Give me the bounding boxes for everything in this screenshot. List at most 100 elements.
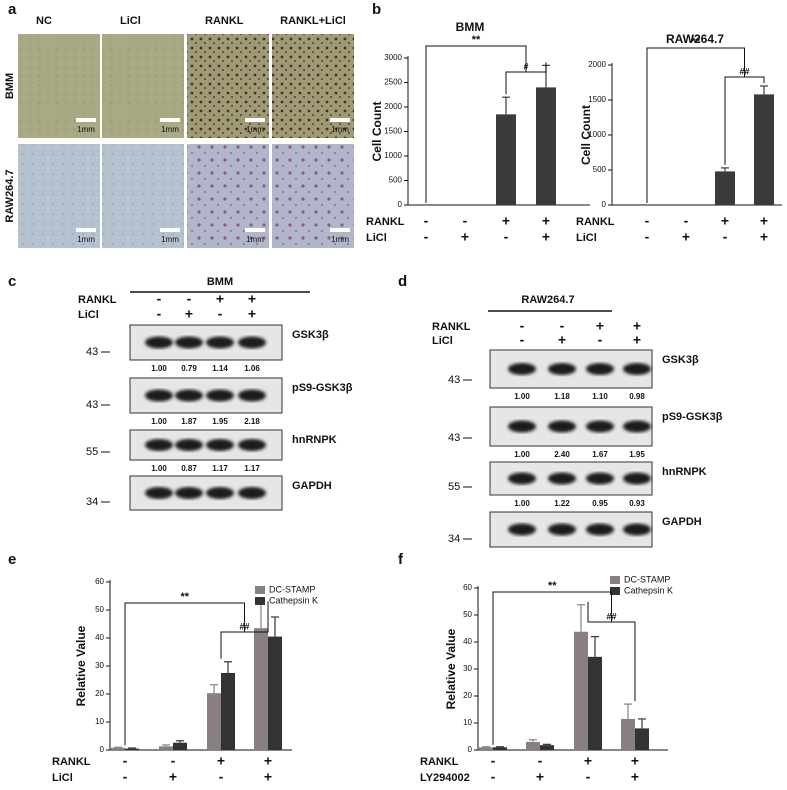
blot-band [238,487,266,499]
bar [540,745,554,750]
significance-bracket [220,601,269,659]
treatment-sign: + [264,753,272,769]
treatment-sign: - [598,332,603,348]
mw-marker: 43 [448,432,460,444]
y-tick-label: 30 [463,664,472,673]
band-quant: 0.93 [629,499,645,508]
treatment-name: RANKL [420,756,459,768]
bar [254,628,268,750]
blot-band [586,523,614,536]
blot-band [508,420,536,433]
bar [111,747,125,750]
treatment-sign: - [645,229,650,245]
treatment-sign: + [721,213,729,229]
band-quant: 1.10 [592,392,608,401]
blot-band [145,439,173,451]
blot-band [206,336,234,349]
band-name: GSK3β [662,354,699,366]
bar [574,631,588,750]
y-tick-label: 1000 [588,130,606,139]
mw-marker: 43 [86,399,98,411]
legend-label: Cathepsin K [624,585,673,595]
y-tick-label: 3000 [384,53,402,62]
significance-bracket [505,62,547,95]
band-quant: 1.95 [629,450,645,459]
significance-label: ** [691,36,700,48]
treatment-name: RANKL [78,294,117,306]
y-axis-label: Relative Value [74,625,88,706]
treatment-name: LiCl [576,232,597,244]
significance-bracket [124,602,245,746]
treatment-sign: + [216,291,224,307]
treatment-sign: + [631,753,639,769]
band-quant: 0.95 [592,499,608,508]
scale-bar-label: 1mm [161,125,179,134]
scale-bar-label: 1mm [246,235,264,244]
treatment-sign: - [219,769,224,785]
y-tick-label: 1000 [384,151,402,160]
bar [268,636,282,750]
treatment-sign: - [504,229,509,245]
blot-title: RAW264.7 [521,294,574,306]
treatment-sign: - [520,332,525,348]
treatment-sign: - [171,753,176,769]
band-quant: 1.22 [554,499,570,508]
blot-band [206,487,234,499]
significance-bracket [646,47,745,203]
treatment-name: LiCl [366,232,387,244]
image-column-label: NC [36,15,52,27]
y-tick-label: 500 [389,176,403,185]
treatment-sign: - [491,753,496,769]
y-tick-label: 20 [95,689,104,698]
treatment-sign: - [218,306,223,322]
mw-marker: 55 [86,446,98,458]
band-quant: 1.18 [554,392,570,401]
blot-band [238,439,266,451]
band-quant: 2.40 [554,450,570,459]
y-axis-label: Cell Count [579,105,593,165]
blot-band [548,363,576,375]
blot-band [548,420,576,433]
treatment-name: RANKL [52,756,91,768]
blot-band [623,523,651,536]
band-quant: 1.00 [514,499,530,508]
micrograph [102,144,184,248]
image-column-label: RANKL+LiCl [280,15,346,27]
y-tick-label: 500 [593,165,607,174]
blot-band [175,487,203,499]
treatment-sign: - [424,229,429,245]
blot-band [586,472,614,485]
treatment-sign: + [542,229,550,245]
blot-band [206,439,234,451]
y-tick-label: 2500 [384,78,402,87]
panel-label: a [8,1,17,18]
scale-bar-label: 1mm [331,125,349,134]
blot-band [145,487,173,499]
y-tick-label: 0 [468,745,473,754]
mw-marker: 34 [448,533,460,545]
micrograph [272,144,354,248]
y-tick-label: 10 [95,717,104,726]
y-tick-label: 50 [463,610,472,619]
treatment-sign: - [157,291,162,307]
bar [715,171,735,205]
panel-label: e [8,551,16,568]
treatment-sign: - [157,306,162,322]
significance-bracket [587,601,636,702]
treatment-sign: - [491,769,496,785]
bar [207,693,221,750]
mw-marker: 43 [448,374,460,386]
band-quant: 0.87 [181,464,197,473]
band-quant: 0.79 [181,364,197,373]
treatment-name: RANKL [576,216,615,228]
significance-label: ## [606,611,616,621]
blot-band [508,363,536,375]
legend-swatch [255,597,265,605]
band-quant: 1.17 [212,464,228,473]
treatment-sign: - [520,318,525,334]
treatment-sign: - [645,213,650,229]
y-tick-label: 60 [95,577,104,586]
y-tick-label: 0 [100,745,105,754]
y-tick-label: 40 [95,633,104,642]
